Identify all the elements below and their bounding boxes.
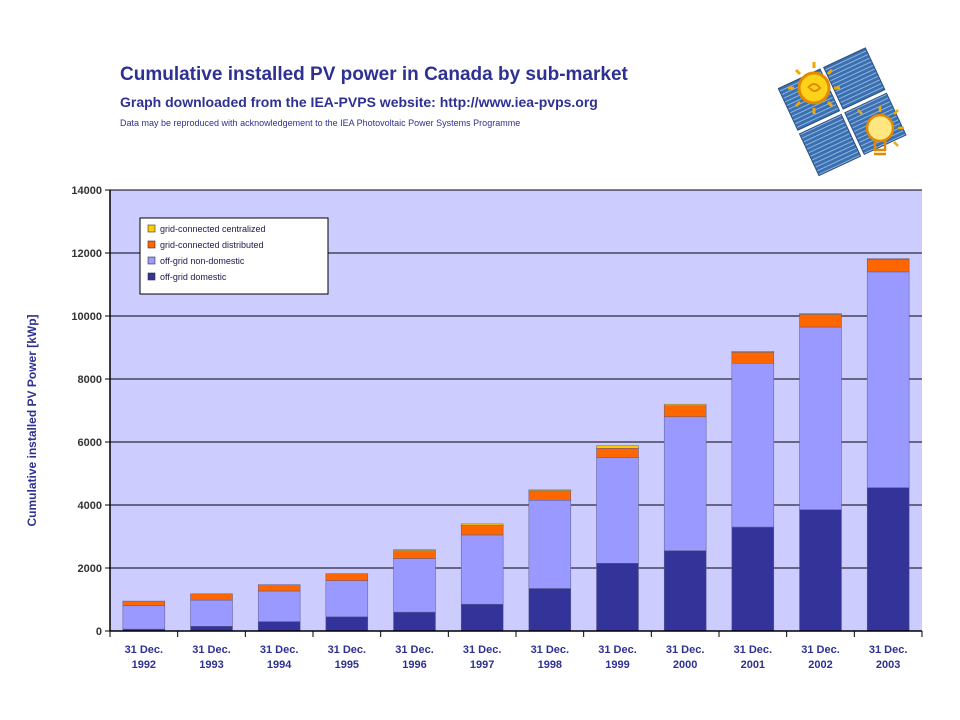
legend-label: off-grid non-domestic — [160, 256, 245, 266]
legend-swatch — [147, 224, 156, 233]
page-title: Cumulative installed PV power in Canada … — [120, 64, 628, 85]
x-tick-label: 1999 — [605, 659, 629, 671]
x-tick-label: 31 Dec. — [598, 644, 637, 656]
bar-off-grid-domestic-2001 — [731, 526, 775, 632]
x-tick-label: 31 Dec. — [531, 644, 570, 656]
bar-off-grid-non-domestic-1993 — [190, 599, 233, 627]
bar-grid-connected-distributed-1999 — [596, 448, 639, 458]
x-tick-label: 1996 — [402, 659, 426, 671]
bar-off-grid-domestic-2000 — [663, 550, 707, 632]
x-tick-label: 31 Dec. — [328, 644, 367, 656]
legend-swatch — [147, 256, 156, 265]
bar-off-grid-domestic-1996 — [393, 611, 436, 632]
bar-grid-connected-centralized-1997 — [460, 523, 504, 526]
bar-off-grid-non-domestic-2003 — [866, 271, 910, 488]
y-axis-ticks: 0 2000 4000 6000 8000 10000 12000 14000 — [71, 185, 110, 638]
legend-label: off-grid domestic — [160, 272, 227, 282]
bar-grid-connected-centralized-1999 — [596, 445, 639, 449]
bar-off-grid-domestic-1995 — [325, 616, 369, 632]
bar-off-grid-non-domestic-1997 — [460, 534, 504, 605]
y-tick-label: 10000 — [71, 311, 102, 323]
legend-box — [139, 217, 329, 295]
x-tick-label: 31 Dec. — [734, 644, 773, 656]
page-subtitle: Graph downloaded from the IEA-PVPS websi… — [120, 94, 598, 110]
bar-off-grid-non-domestic-1992 — [122, 605, 166, 630]
legend-label: grid-connected centralized — [160, 224, 266, 234]
bar-off-grid-domestic-1994 — [257, 621, 301, 632]
x-tick-label: 31 Dec. — [869, 644, 908, 656]
x-tick-label: 31 Dec. — [260, 644, 299, 656]
legend-label: grid-connected distributed — [160, 240, 264, 250]
legend: grid-connected centralized grid-connected… — [139, 217, 329, 295]
bar-off-grid-non-domestic-1996 — [393, 558, 436, 613]
bar-grid-connected-centralized-1998 — [528, 489, 572, 492]
bar-off-grid-domestic-2002 — [799, 509, 842, 632]
bar-grid-connected-distributed-2003 — [866, 259, 910, 273]
bar-grid-connected-centralized-2000 — [663, 403, 707, 407]
x-tick-label: 1992 — [132, 659, 156, 671]
x-axis-ticks: 31 Dec. 1992 31 Dec. 1993 31 Dec. 1994 31 Dec.… — [109, 631, 923, 671]
x-tick-label: 31 Dec. — [395, 644, 434, 656]
y-tick-label: 0 — [96, 626, 102, 638]
x-tick-label: 31 Dec. — [666, 644, 705, 656]
bar-off-grid-domestic-1998 — [528, 588, 572, 632]
x-tick-label: 1993 — [199, 659, 223, 671]
y-tick-label: 14000 — [71, 185, 102, 197]
y-tick-label: 8000 — [78, 374, 102, 386]
bar-grid-connected-distributed-1993 — [190, 593, 233, 601]
x-tick-label: 1997 — [470, 659, 494, 671]
bar-grid-connected-distributed-2001 — [731, 351, 775, 364]
bar-grid-connected-distributed-1994 — [257, 584, 301, 592]
legend-swatch — [147, 272, 156, 281]
bar-grid-connected-centralized-2001 — [731, 351, 775, 353]
bar-grid-connected-centralized-1996 — [393, 549, 436, 551]
bar-off-grid-non-domestic-2000 — [663, 416, 707, 551]
bar-grid-connected-centralized-2003 — [866, 258, 910, 260]
y-tick-label: 4000 — [78, 500, 102, 512]
bar-grid-connected-distributed-2000 — [663, 405, 707, 418]
bar-grid-connected-distributed-1995 — [325, 573, 369, 581]
x-tick-label: 1998 — [538, 659, 562, 671]
bar-off-grid-non-domestic-2002 — [799, 326, 842, 510]
bar-grid-connected-distributed-1996 — [393, 550, 436, 559]
bar-off-grid-non-domestic-1995 — [325, 580, 369, 618]
bar-off-grid-non-domestic-1994 — [257, 590, 301, 622]
legend-swatch — [147, 240, 156, 249]
bars — [122, 258, 910, 632]
bar-off-grid-non-domestic-2001 — [731, 363, 775, 528]
x-tick-label: 1995 — [335, 659, 359, 671]
y-tick-label: 6000 — [78, 437, 102, 449]
x-tick-label: 2000 — [673, 659, 697, 671]
x-tick-label: 2002 — [808, 659, 832, 671]
reproduction-note: Data may be reproduced with acknowledgem… — [120, 118, 521, 128]
x-tick-label: 31 Dec. — [801, 644, 840, 656]
bar-grid-connected-centralized-2002 — [799, 313, 842, 315]
bar-off-grid-non-domestic-1999 — [596, 457, 639, 564]
bar-grid-connected-distributed-1997 — [460, 525, 504, 536]
bar-grid-connected-distributed-2002 — [799, 314, 842, 328]
x-tick-label: 31 Dec. — [125, 644, 164, 656]
x-tick-label: 1994 — [267, 659, 292, 671]
x-tick-label: 2003 — [876, 659, 900, 671]
bar-grid-connected-distributed-1998 — [528, 490, 572, 501]
bar-off-grid-domestic-1999 — [596, 563, 639, 632]
bar-off-grid-domestic-2003 — [866, 487, 910, 632]
y-tick-label: 12000 — [71, 248, 102, 260]
y-axis-label: Cumulative installed PV Power [kWp] — [25, 314, 39, 526]
x-tick-label: 2001 — [741, 659, 765, 671]
iea-pvps-logo-icon — [777, 47, 907, 177]
bar-off-grid-domestic-1997 — [460, 603, 504, 632]
y-tick-label: 2000 — [78, 563, 102, 575]
bar-off-grid-non-domestic-1998 — [528, 500, 572, 589]
x-tick-label: 31 Dec. — [463, 644, 502, 656]
x-tick-label: 31 Dec. — [192, 644, 231, 656]
bar-grid-connected-distributed-1992 — [122, 600, 166, 607]
